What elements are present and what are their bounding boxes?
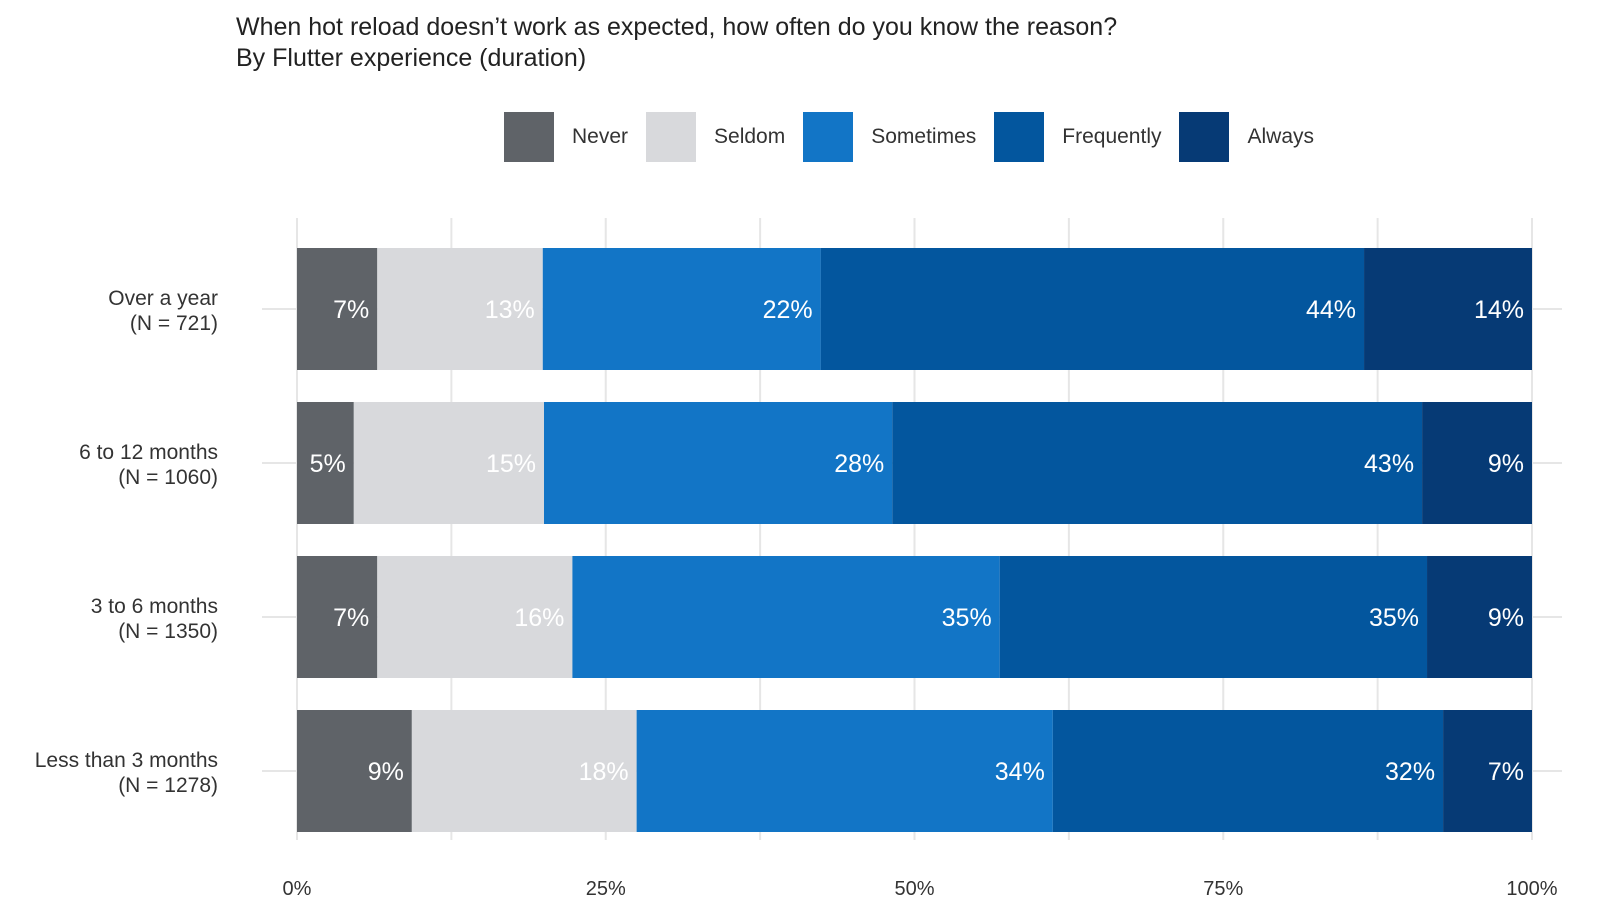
category-label: 3 to 6 months	[91, 595, 218, 618]
bar-segment-seldom	[377, 556, 573, 678]
bar-segment-never	[297, 556, 378, 678]
x-tick-label: 25%	[586, 878, 626, 900]
category-label: Less than 3 months	[35, 749, 218, 772]
data-label-frequently: 43%	[1364, 450, 1414, 478]
bar-segment-seldom	[377, 248, 543, 370]
bar-segment-always	[1443, 710, 1532, 832]
legend-swatch-seldom	[646, 112, 697, 162]
legend-label-sometimes: Sometimes	[871, 125, 977, 148]
legend-item-always: Always	[1179, 112, 1314, 162]
category-label: 6 to 12 months	[79, 441, 218, 464]
data-label-sometimes: 28%	[834, 450, 884, 478]
bar-segment-never	[297, 248, 378, 370]
bar-segment-never	[297, 402, 354, 524]
bar-segment-always	[1427, 556, 1532, 678]
data-label-never: 9%	[368, 758, 404, 786]
x-tick-label: 100%	[1506, 878, 1557, 900]
legend-swatch-frequently	[994, 112, 1045, 162]
bar-segment-frequently	[892, 402, 1423, 524]
category-count-label: (N = 1350)	[118, 620, 218, 643]
data-label-seldom: 16%	[514, 604, 564, 632]
bar-segment-never	[297, 710, 412, 832]
legend-item-frequently: Frequently	[994, 112, 1161, 162]
category-count-label: (N = 721)	[130, 312, 218, 335]
bar-segment-sometimes	[542, 248, 821, 370]
bar-segment-sometimes	[544, 402, 893, 524]
legend-label-never: Never	[572, 125, 629, 148]
data-label-sometimes: 22%	[763, 296, 813, 324]
category-count-label: (N = 1278)	[118, 774, 218, 797]
legend-item-sometimes: Sometimes	[803, 112, 976, 162]
data-label-frequently: 32%	[1385, 758, 1435, 786]
data-label-frequently: 35%	[1369, 604, 1419, 632]
data-label-never: 7%	[333, 604, 369, 632]
data-label-sometimes: 35%	[942, 604, 992, 632]
data-label-sometimes: 34%	[995, 758, 1045, 786]
data-label-frequently: 44%	[1306, 296, 1356, 324]
legend-swatch-never	[504, 112, 554, 162]
data-label-always: 14%	[1474, 296, 1524, 324]
bar-segment-frequently	[820, 248, 1365, 370]
bar-segment-sometimes	[636, 710, 1053, 832]
bar-segment-frequently	[999, 556, 1428, 678]
bar-segment-always	[1364, 248, 1532, 370]
data-label-never: 7%	[333, 296, 369, 324]
legend-label-always: Always	[1247, 125, 1315, 148]
legend-swatch-sometimes	[803, 112, 854, 162]
bar-segment-sometimes	[572, 556, 1000, 678]
data-label-always: 9%	[1488, 450, 1524, 478]
x-tick-label: 50%	[894, 878, 934, 900]
legend-swatch-always	[1179, 112, 1230, 162]
data-label-seldom: 13%	[485, 296, 535, 324]
data-label-always: 9%	[1488, 604, 1524, 632]
legend-item-never: Never	[504, 112, 628, 162]
data-label-seldom: 18%	[579, 758, 629, 786]
x-tick-label: 0%	[283, 878, 312, 900]
legend-item-seldom: Seldom	[646, 112, 785, 162]
data-label-seldom: 15%	[486, 450, 536, 478]
legend: Never Seldom Sometimes Frequently Always	[504, 112, 1332, 162]
chart-title: When hot reload doesn’t work as expected…	[236, 13, 1118, 41]
bar-segment-seldom	[353, 402, 544, 524]
legend-label-seldom: Seldom	[714, 125, 786, 148]
data-label-never: 5%	[310, 450, 346, 478]
bar-segment-frequently	[1052, 710, 1444, 832]
data-label-always: 7%	[1488, 758, 1524, 786]
category-count-label: (N = 1060)	[118, 466, 218, 489]
bar-segment-seldom	[411, 710, 637, 832]
chart-subtitle: By Flutter experience (duration)	[236, 44, 587, 72]
x-tick-label: 75%	[1203, 878, 1243, 900]
legend-label-frequently: Frequently	[1062, 125, 1162, 148]
category-label: Over a year	[108, 287, 218, 310]
bar-segment-always	[1422, 402, 1532, 524]
chart-title-block: When hot reload doesn’t work as expected…	[236, 12, 1117, 74]
